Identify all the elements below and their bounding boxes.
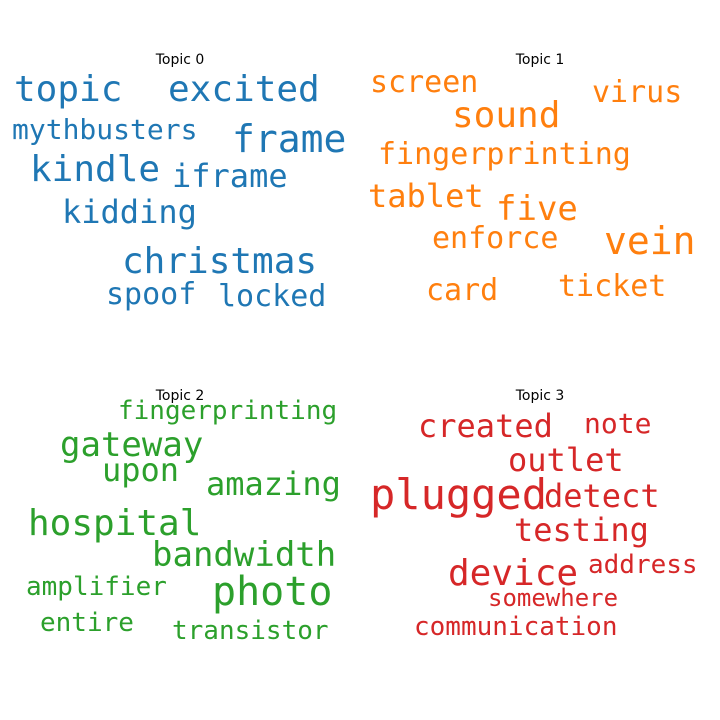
topic-0-title: Topic 0 [155, 52, 205, 68]
topic-3-word: plugged [370, 470, 548, 519]
topic-0-word: spoof [106, 277, 197, 312]
topic-1-word: five [496, 189, 578, 229]
topic-3-word: detect [544, 477, 660, 515]
topic-3-word: somewhere [488, 584, 619, 612]
topic-0-word: frame [232, 117, 347, 161]
topic-3-word: outlet [508, 441, 624, 479]
topic-2-panel: Topic 2 fingerprinting gateway upon amaz… [0, 336, 360, 696]
topic-2-word: amazing [206, 465, 341, 503]
topic-0-word: christmas [122, 241, 318, 282]
topic-0-word: kidding [62, 193, 197, 231]
topic-0-word: locked [218, 279, 327, 314]
topic-1-word: enforce [432, 221, 559, 256]
topic-2-word: gateway [60, 425, 204, 465]
topic-3-word: address [588, 550, 698, 580]
topic-1-word: fingerprinting [378, 137, 631, 172]
topic-2-title: Topic 2 [155, 388, 205, 404]
topic-2-word: amplifier [26, 572, 167, 602]
topic-3-word: communication [414, 612, 618, 642]
topic-0-word: excited [168, 69, 320, 110]
topic-3-word: note [584, 407, 652, 440]
topic-2-word: hospital [28, 503, 202, 544]
topic-1-word: virus [592, 75, 683, 110]
topic-1-word: screen [370, 65, 479, 100]
topic-2-word: fingerprinting [118, 396, 338, 426]
topic-1-word: tablet [368, 177, 484, 215]
topic-0-word: iframe [172, 157, 288, 195]
topic-1-panel: Topic 1 screen virus sound fingerprintin… [360, 0, 720, 360]
topic-2-word: upon [102, 451, 180, 489]
topic-0-word: kindle [30, 149, 161, 190]
topic-3-panel: Topic 3 created note outlet plugged dete… [360, 336, 720, 696]
topic-2-word: entire [40, 608, 134, 638]
topic-1-word: ticket [558, 269, 667, 304]
topic-2-word: photo [212, 569, 333, 615]
topic-1-word: sound [452, 95, 561, 136]
topic-0-word: mythbusters [12, 113, 198, 146]
topic-2-word: transistor [172, 616, 329, 646]
topic-3-word: created [418, 407, 553, 445]
topic-1-word: card [426, 273, 499, 308]
topic-3-word: testing [514, 511, 649, 549]
topic-0-panel: Topic 0 topic excited mythbusters frame … [0, 0, 360, 360]
topic-0-word: topic [14, 69, 123, 110]
topic-1-title: Topic 1 [515, 52, 565, 68]
topic-2-word: bandwidth [152, 535, 337, 575]
topic-1-word: vein [604, 219, 696, 263]
topic-3-title: Topic 3 [515, 388, 565, 404]
topic-3-word: device [448, 553, 579, 594]
